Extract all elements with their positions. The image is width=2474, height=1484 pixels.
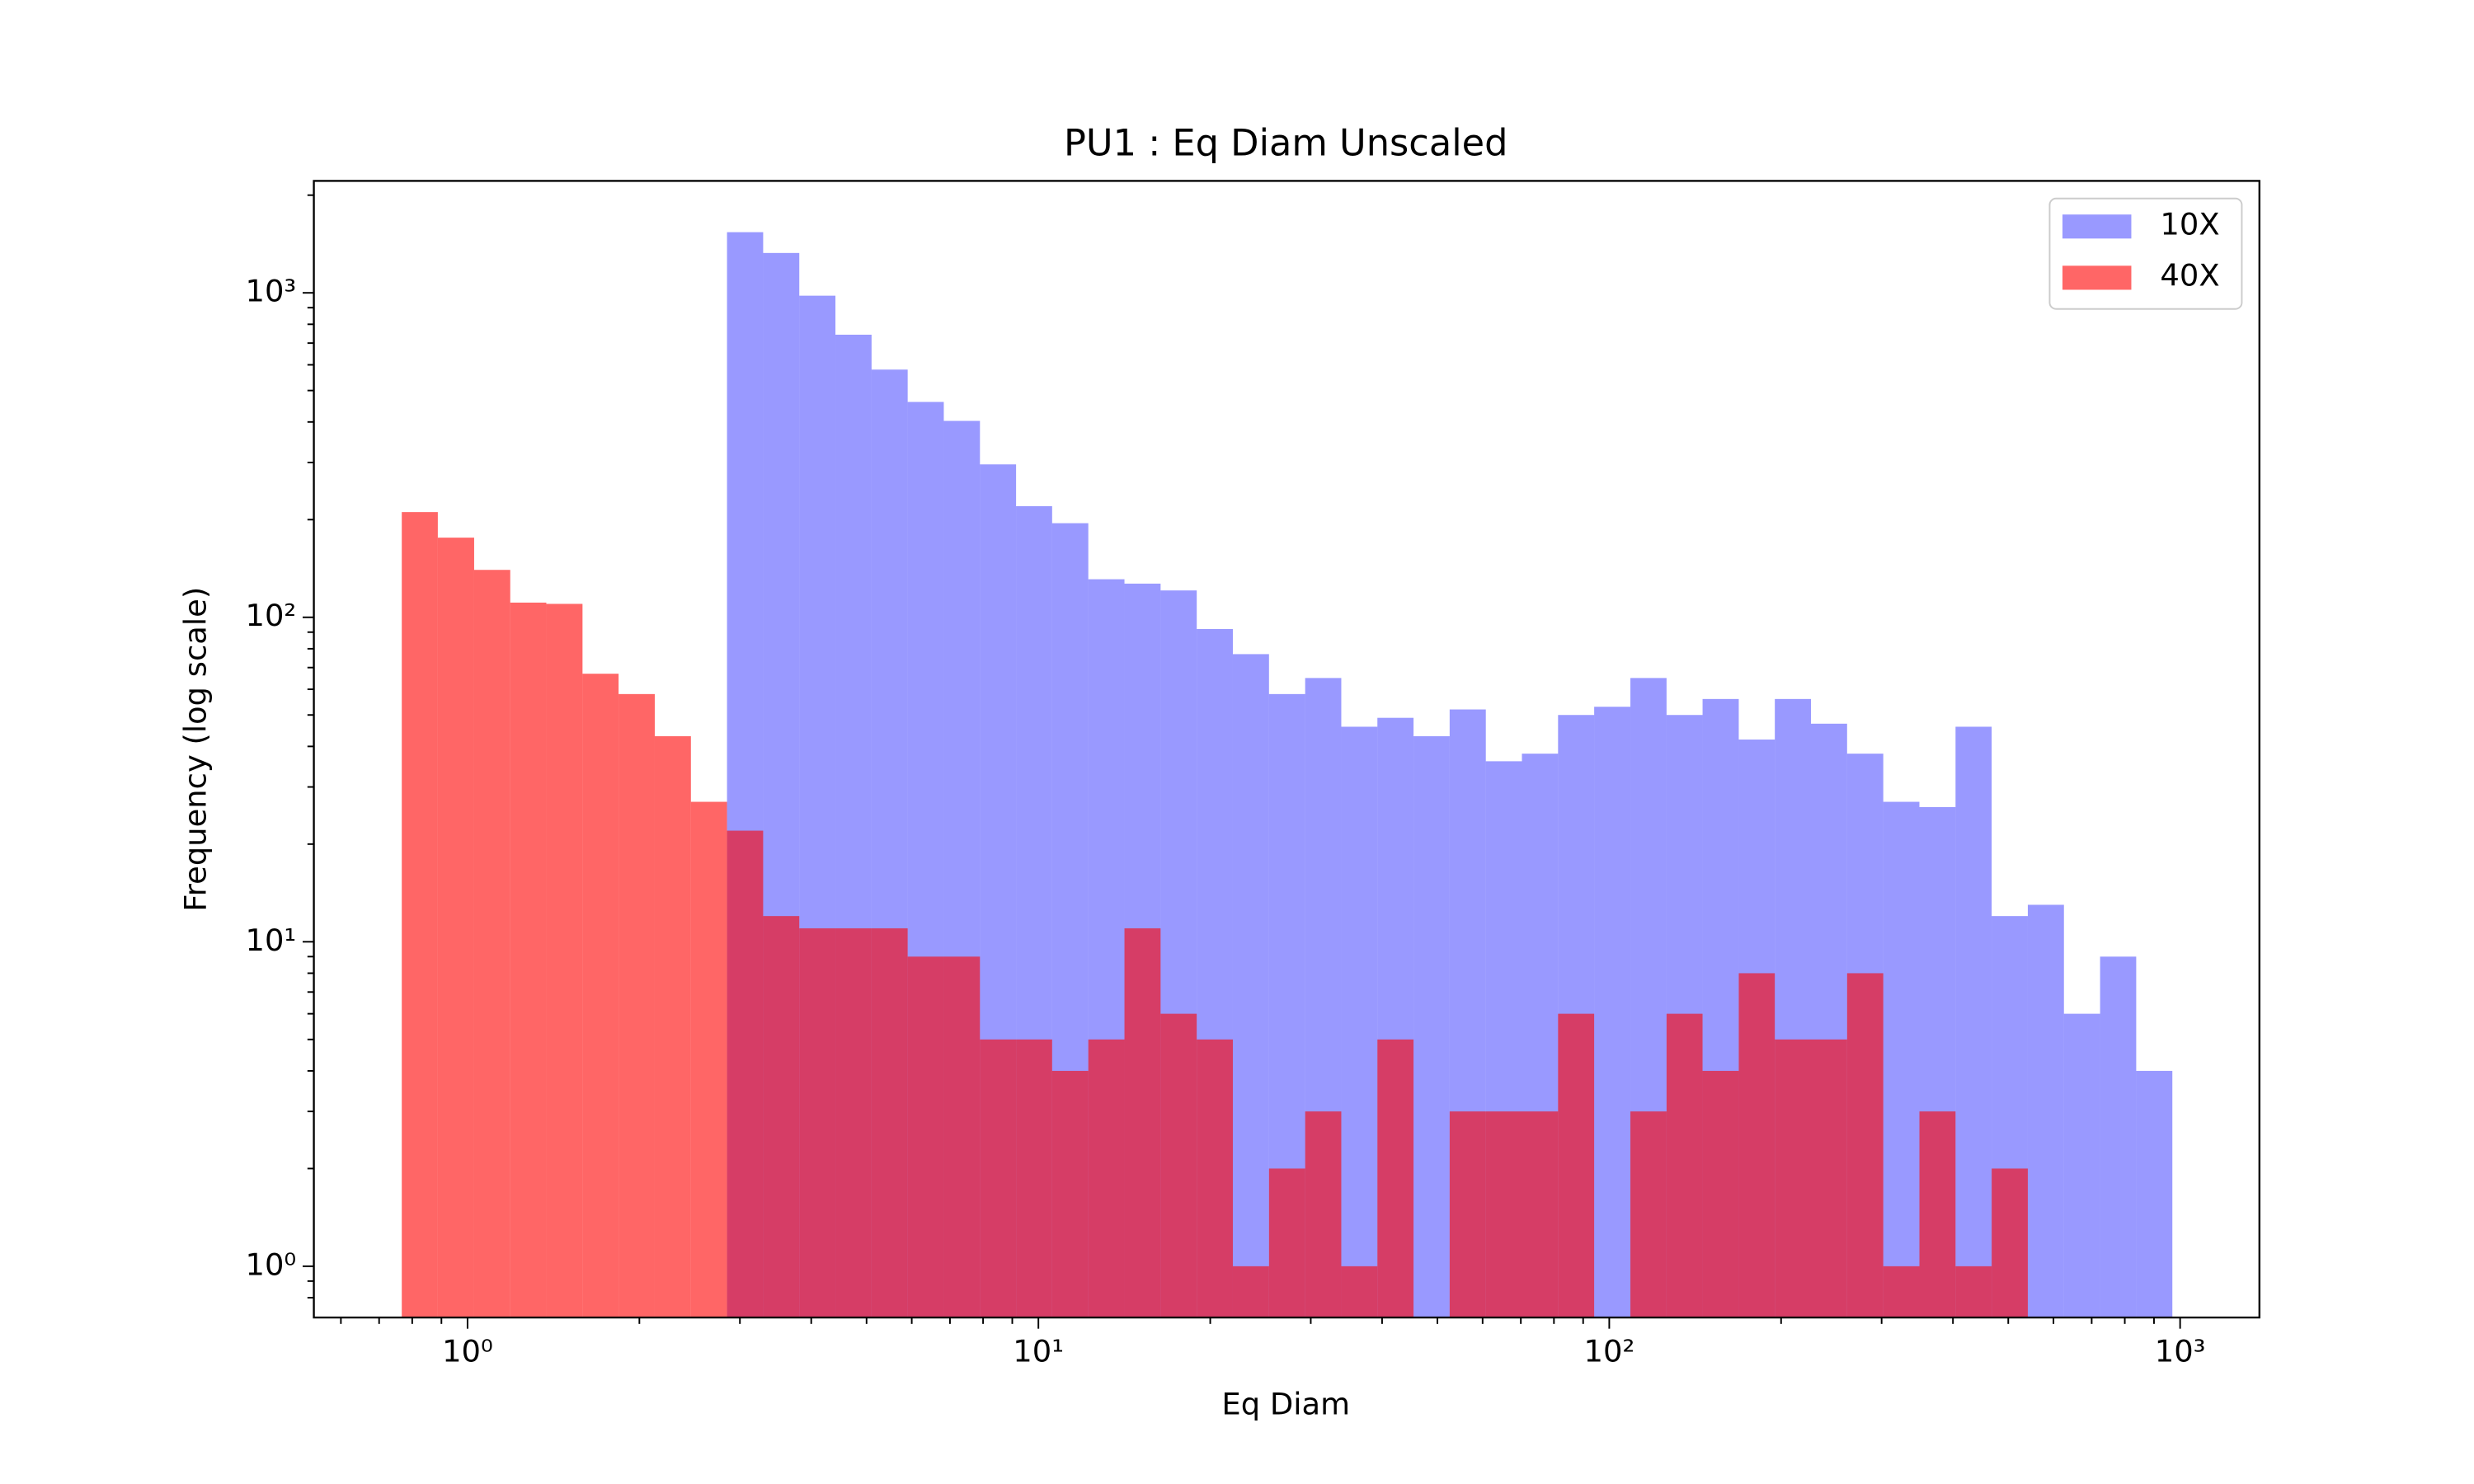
histogram-bar	[2063, 1013, 2100, 1318]
legend-label: 40X	[2160, 257, 2219, 293]
histogram-bar	[402, 512, 438, 1318]
histogram-bar	[1702, 1070, 1739, 1318]
histogram-bar	[582, 674, 619, 1318]
histogram-bar	[1883, 1266, 1920, 1318]
y-tick-label: 10²	[246, 598, 297, 633]
axes: 10⁰ 10¹ 10² 10³ 10⁰ 10¹ 10² 10³	[246, 194, 2206, 1369]
histogram-bar	[2027, 904, 2064, 1318]
legend-swatch	[2062, 214, 2132, 239]
histogram-bar	[1810, 1039, 1847, 1318]
histogram-bar	[437, 538, 474, 1318]
chart-title: PU1 : Eq Diam Unscaled	[1064, 122, 1507, 165]
histogram-bar	[1160, 1013, 1197, 1318]
histogram-bar	[1846, 973, 1884, 1318]
series-group	[402, 512, 2028, 1318]
histogram-bar	[1955, 726, 1992, 1318]
histogram-bar	[654, 736, 691, 1318]
histogram-bar	[1341, 726, 1378, 1318]
histogram-bar	[1883, 801, 1920, 1318]
plot-area	[402, 232, 2173, 1318]
legend-swatch	[2062, 265, 2132, 290]
x-tick-label: 10¹	[1013, 1333, 1064, 1369]
histogram-bar	[1992, 1168, 2028, 1318]
histogram-bar	[510, 602, 547, 1318]
histogram-bar	[1197, 1039, 1233, 1318]
histogram-bar	[473, 570, 510, 1318]
y-axis-label: Frequency (log scale)	[177, 587, 213, 912]
histogram-bar	[1449, 1111, 1486, 1318]
histogram-bar	[1666, 1013, 1703, 1318]
histogram-bar	[1377, 1039, 1414, 1318]
histogram-bar	[835, 928, 872, 1318]
histogram-bar	[1232, 1266, 1269, 1318]
histogram-bar	[943, 956, 981, 1318]
histogram-bar	[763, 916, 800, 1318]
histogram-bar	[1558, 1013, 1595, 1318]
histogram-bar	[1919, 1111, 1956, 1318]
histogram-bar	[1955, 1266, 1992, 1318]
histogram-bar	[1341, 1266, 1378, 1318]
histogram-bar	[1413, 736, 1450, 1318]
histogram-bar	[1775, 1039, 1811, 1318]
x-tick-label: 10²	[1584, 1333, 1635, 1369]
histogram-bar	[1051, 1070, 1089, 1318]
histogram-bar	[871, 928, 908, 1318]
histogram-bar	[1305, 1111, 1342, 1318]
histogram-bar	[618, 693, 655, 1318]
histogram-bar	[1124, 928, 1161, 1318]
histogram-bar	[1485, 1111, 1522, 1318]
histogram-bar	[2100, 956, 2137, 1318]
histogram-bar	[690, 801, 727, 1318]
histogram-bar	[1738, 973, 1776, 1318]
histogram-bar	[1594, 707, 1631, 1318]
y-tick-label: 10³	[246, 274, 297, 309]
histogram-bar	[1630, 1111, 1667, 1318]
histogram-bar	[727, 830, 764, 1318]
y-tick-label: 10¹	[246, 923, 297, 958]
histogram-bar	[907, 956, 944, 1318]
y-tick-label: 10⁰	[246, 1247, 297, 1282]
histogram-bar	[1232, 654, 1269, 1318]
histogram-bar	[2136, 1070, 2173, 1318]
histogram-bar	[1522, 1111, 1559, 1318]
histogram-bar	[1088, 1039, 1125, 1318]
histogram-bar	[1268, 1168, 1305, 1318]
x-axis-label: Eq Diam	[1221, 1386, 1350, 1421]
histogram-bar	[980, 1039, 1017, 1318]
histogram-bar	[546, 603, 583, 1318]
histogram-bar	[799, 928, 836, 1318]
x-tick-label: 10³	[2155, 1333, 2206, 1369]
legend-label: 10X	[2160, 206, 2219, 242]
histogram-bar	[1016, 1039, 1052, 1318]
x-tick-label: 10⁰	[442, 1333, 493, 1369]
axes-frame	[313, 180, 2260, 1319]
